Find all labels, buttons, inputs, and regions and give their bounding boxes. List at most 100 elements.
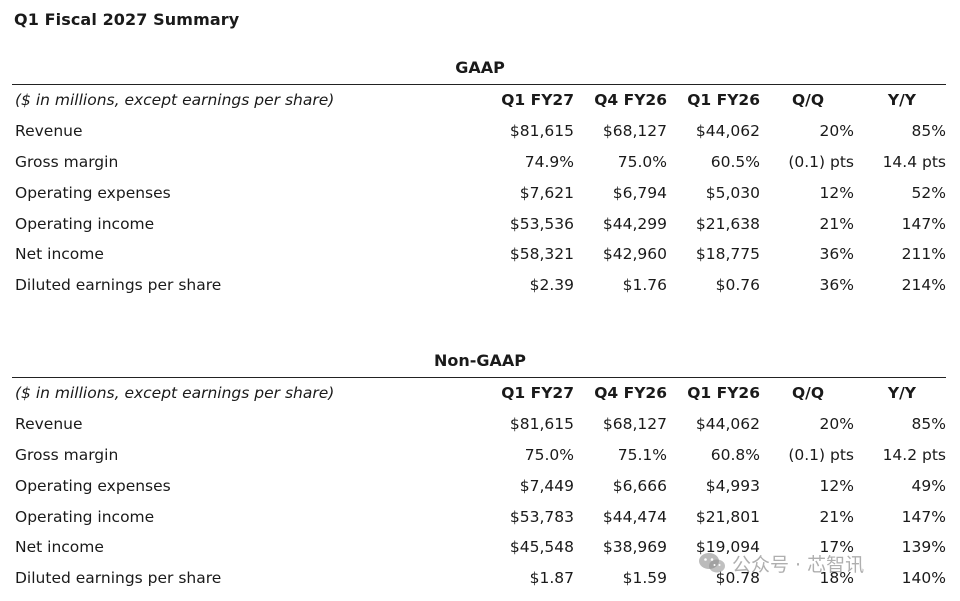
table-cell: $5,030	[705, 184, 760, 202]
table-cell: $0.78	[715, 569, 760, 587]
table-cell: 211%	[901, 245, 946, 263]
table-cell: $53,536	[509, 215, 574, 233]
table-cell: $1.59	[622, 569, 667, 587]
table-cell: 85%	[911, 415, 946, 433]
table-row: Operating income $53,783 $44,474 $21,801…	[0, 502, 960, 533]
table-cell: 140%	[901, 569, 946, 587]
row-label: Diluted earnings per share	[15, 276, 222, 294]
table-cell: 36%	[819, 276, 854, 294]
table-cell: 85%	[911, 122, 946, 140]
table-cell: $21,801	[695, 508, 760, 526]
column-header: Q4 FY26	[594, 384, 667, 402]
units-note: ($ in millions, except earnings per shar…	[15, 384, 335, 402]
column-header: Y/Y	[887, 91, 916, 109]
table-cell: (0.1) pts	[788, 446, 854, 464]
page-title: Q1 Fiscal 2027 Summary	[14, 10, 240, 29]
table-cell: $1.76	[622, 276, 667, 294]
table-cell: 12%	[819, 477, 854, 495]
table-cell: $7,449	[519, 477, 574, 495]
table-row: Net income $45,548 $38,969 $19,094 17% 1…	[0, 532, 960, 563]
table-row: Revenue $81,615 $68,127 $44,062 20% 85%	[0, 116, 960, 147]
table-cell: $1.87	[529, 569, 574, 587]
table-cell: 20%	[819, 415, 854, 433]
table-cell: 21%	[819, 215, 854, 233]
table-cell: $19,094	[695, 538, 760, 556]
table-cell: $42,960	[602, 245, 667, 263]
table-cell: $7,621	[519, 184, 574, 202]
table-row: Revenue $81,615 $68,127 $44,062 20% 85%	[0, 409, 960, 440]
table-cell: 214%	[901, 276, 946, 294]
units-note: ($ in millions, except earnings per shar…	[15, 91, 335, 109]
section-divider	[12, 377, 946, 378]
table-cell: $44,062	[695, 415, 760, 433]
table-cell: 139%	[901, 538, 946, 556]
table-row: Gross margin 75.0% 75.1% 60.8% (0.1) pts…	[0, 440, 960, 471]
table-cell: 74.9%	[524, 153, 574, 171]
table-cell: $81,615	[509, 122, 574, 140]
column-header: Q4 FY26	[594, 91, 667, 109]
table-cell: 75.0%	[524, 446, 574, 464]
row-label: Net income	[15, 538, 104, 556]
table-cell: $18,775	[695, 245, 760, 263]
section-title: Non-GAAP	[433, 351, 527, 370]
column-header: Q1 FY27	[501, 384, 574, 402]
column-header: Q/Q	[791, 384, 824, 402]
table-cell: $6,794	[612, 184, 667, 202]
table-cell: 75.0%	[617, 153, 667, 171]
row-label: Revenue	[15, 122, 83, 140]
table-cell: 60.5%	[710, 153, 760, 171]
table-cell: $68,127	[602, 122, 667, 140]
table-cell: $6,666	[612, 477, 667, 495]
row-label: Operating income	[15, 215, 155, 233]
table-cell: $45,548	[509, 538, 574, 556]
table-row: Net income $58,321 $42,960 $18,775 36% 2…	[0, 239, 960, 270]
table-cell: 18%	[819, 569, 854, 587]
table-cell: 52%	[911, 184, 946, 202]
table-cell: 60.8%	[710, 446, 760, 464]
table-cell: $44,474	[602, 508, 667, 526]
column-header: Y/Y	[887, 384, 916, 402]
table-cell: 147%	[901, 215, 946, 233]
table-row: Gross margin 74.9% 75.0% 60.5% (0.1) pts…	[0, 147, 960, 178]
table-cell: 147%	[901, 508, 946, 526]
table-row: Operating expenses $7,621 $6,794 $5,030 …	[0, 178, 960, 209]
column-header: Q1 FY26	[687, 91, 760, 109]
row-label: Gross margin	[15, 153, 119, 171]
table-cell: 12%	[819, 184, 854, 202]
table-cell: $21,638	[695, 215, 760, 233]
table-cell: $68,127	[602, 415, 667, 433]
table-cell: 21%	[819, 508, 854, 526]
table-row: Operating expenses $7,449 $6,666 $4,993 …	[0, 471, 960, 502]
table-header-row: ($ in millions, except earnings per shar…	[0, 378, 960, 409]
row-label: Operating income	[15, 508, 155, 526]
section-divider	[12, 84, 946, 85]
row-label: Gross margin	[15, 446, 119, 464]
table-cell: (0.1) pts	[788, 153, 854, 171]
table-cell: 20%	[819, 122, 854, 140]
table-cell: 49%	[911, 477, 946, 495]
table-cell: $4,993	[705, 477, 760, 495]
table-cell: $53,783	[509, 508, 574, 526]
column-header: Q1 FY26	[687, 384, 760, 402]
column-header: Q/Q	[791, 91, 824, 109]
table-cell: $38,969	[602, 538, 667, 556]
table-cell: 36%	[819, 245, 854, 263]
table-row: Diluted earnings per share $1.87 $1.59 $…	[0, 563, 960, 594]
section-title: GAAP	[455, 58, 505, 77]
row-label: Net income	[15, 245, 104, 263]
table-cell: $2.39	[529, 276, 574, 294]
row-label: Diluted earnings per share	[15, 569, 222, 587]
table-cell: 14.2 pts	[882, 446, 946, 464]
table-cell: 14.4 pts	[882, 153, 946, 171]
table-cell: 75.1%	[617, 446, 667, 464]
table-cell: $0.76	[715, 276, 760, 294]
table-cell: $44,062	[695, 122, 760, 140]
row-label: Operating expenses	[15, 184, 171, 202]
table-row: Operating income $53,536 $44,299 $21,638…	[0, 209, 960, 240]
row-label: Revenue	[15, 415, 83, 433]
column-header: Q1 FY27	[501, 91, 574, 109]
table-cell: $81,615	[509, 415, 574, 433]
table-header-row: ($ in millions, except earnings per shar…	[0, 85, 960, 116]
table-cell: 17%	[819, 538, 854, 556]
table-cell: $44,299	[602, 215, 667, 233]
